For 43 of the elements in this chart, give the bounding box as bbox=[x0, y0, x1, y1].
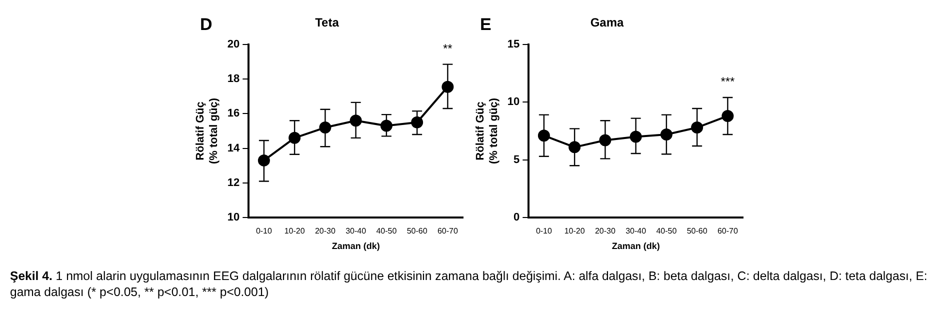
text: D bbox=[200, 15, 212, 34]
y-axis-title: Rölatif Güç (% total güç) bbox=[194, 98, 220, 164]
text: E bbox=[480, 15, 492, 34]
y-tick-label: 15 bbox=[507, 38, 520, 50]
x-axis-title: Zaman (dk) bbox=[332, 241, 380, 252]
point bbox=[380, 120, 392, 132]
x-tick-label: 0-10 bbox=[256, 226, 272, 236]
y-tick-label: 5 bbox=[514, 154, 520, 166]
y-tick-label: 18 bbox=[227, 73, 240, 86]
annotation: ** bbox=[443, 41, 453, 56]
x-tick-label: 30-40 bbox=[346, 226, 367, 236]
point bbox=[538, 130, 550, 142]
point bbox=[660, 128, 672, 140]
y-tick-label: 12 bbox=[227, 176, 240, 189]
y-tick-label: 14 bbox=[227, 142, 241, 154]
x-tick-label: 10-20 bbox=[284, 226, 306, 236]
x-tick-label: 20-30 bbox=[314, 226, 336, 236]
x-axis-title: Zaman (dk) bbox=[612, 241, 660, 252]
point bbox=[411, 116, 424, 128]
point bbox=[288, 132, 301, 144]
y-tick-label: 10 bbox=[507, 96, 520, 108]
annotation: *** bbox=[720, 74, 736, 89]
x-tick-label: 60-70 bbox=[717, 226, 738, 236]
x-tick-label: 30-40 bbox=[626, 226, 647, 236]
x-tick-label: 60-70 bbox=[437, 226, 458, 236]
x-tick-label: 0-10 bbox=[536, 226, 552, 236]
y-axis-title: Rölatif Güç (% total güç) bbox=[474, 98, 500, 164]
y-tick-label: 20 bbox=[227, 38, 240, 50]
text: Şekil 4. 1 nmol alarin uygulamasının EEG dalgalarının rölatif gücüne etkisinin zamana bağlı değişimi. A: alfa dalgası, B: beta dalgası, C: delta dalgası, D: teta dalgası, E: gama dalgası (* p<0.05, ** p<0.01, *** p<0.001) bbox=[10, 268, 928, 300]
y-tick-label: 10 bbox=[227, 212, 240, 224]
x-tick-label: 50-60 bbox=[406, 226, 428, 236]
chart-title: Teta bbox=[315, 16, 340, 30]
y-tick-label: 0 bbox=[514, 212, 520, 224]
point bbox=[691, 122, 704, 134]
x-tick-label: 20-30 bbox=[594, 226, 616, 236]
y-tick-label: 16 bbox=[227, 108, 240, 120]
point bbox=[258, 154, 270, 166]
chart-title: Gama bbox=[590, 16, 624, 30]
x-tick-label: 10-20 bbox=[564, 226, 586, 236]
x-tick-label: 40-50 bbox=[656, 226, 678, 236]
point bbox=[568, 141, 581, 154]
x-tick-label: 50-60 bbox=[686, 226, 708, 236]
x-tick-label: 40-50 bbox=[376, 226, 398, 236]
